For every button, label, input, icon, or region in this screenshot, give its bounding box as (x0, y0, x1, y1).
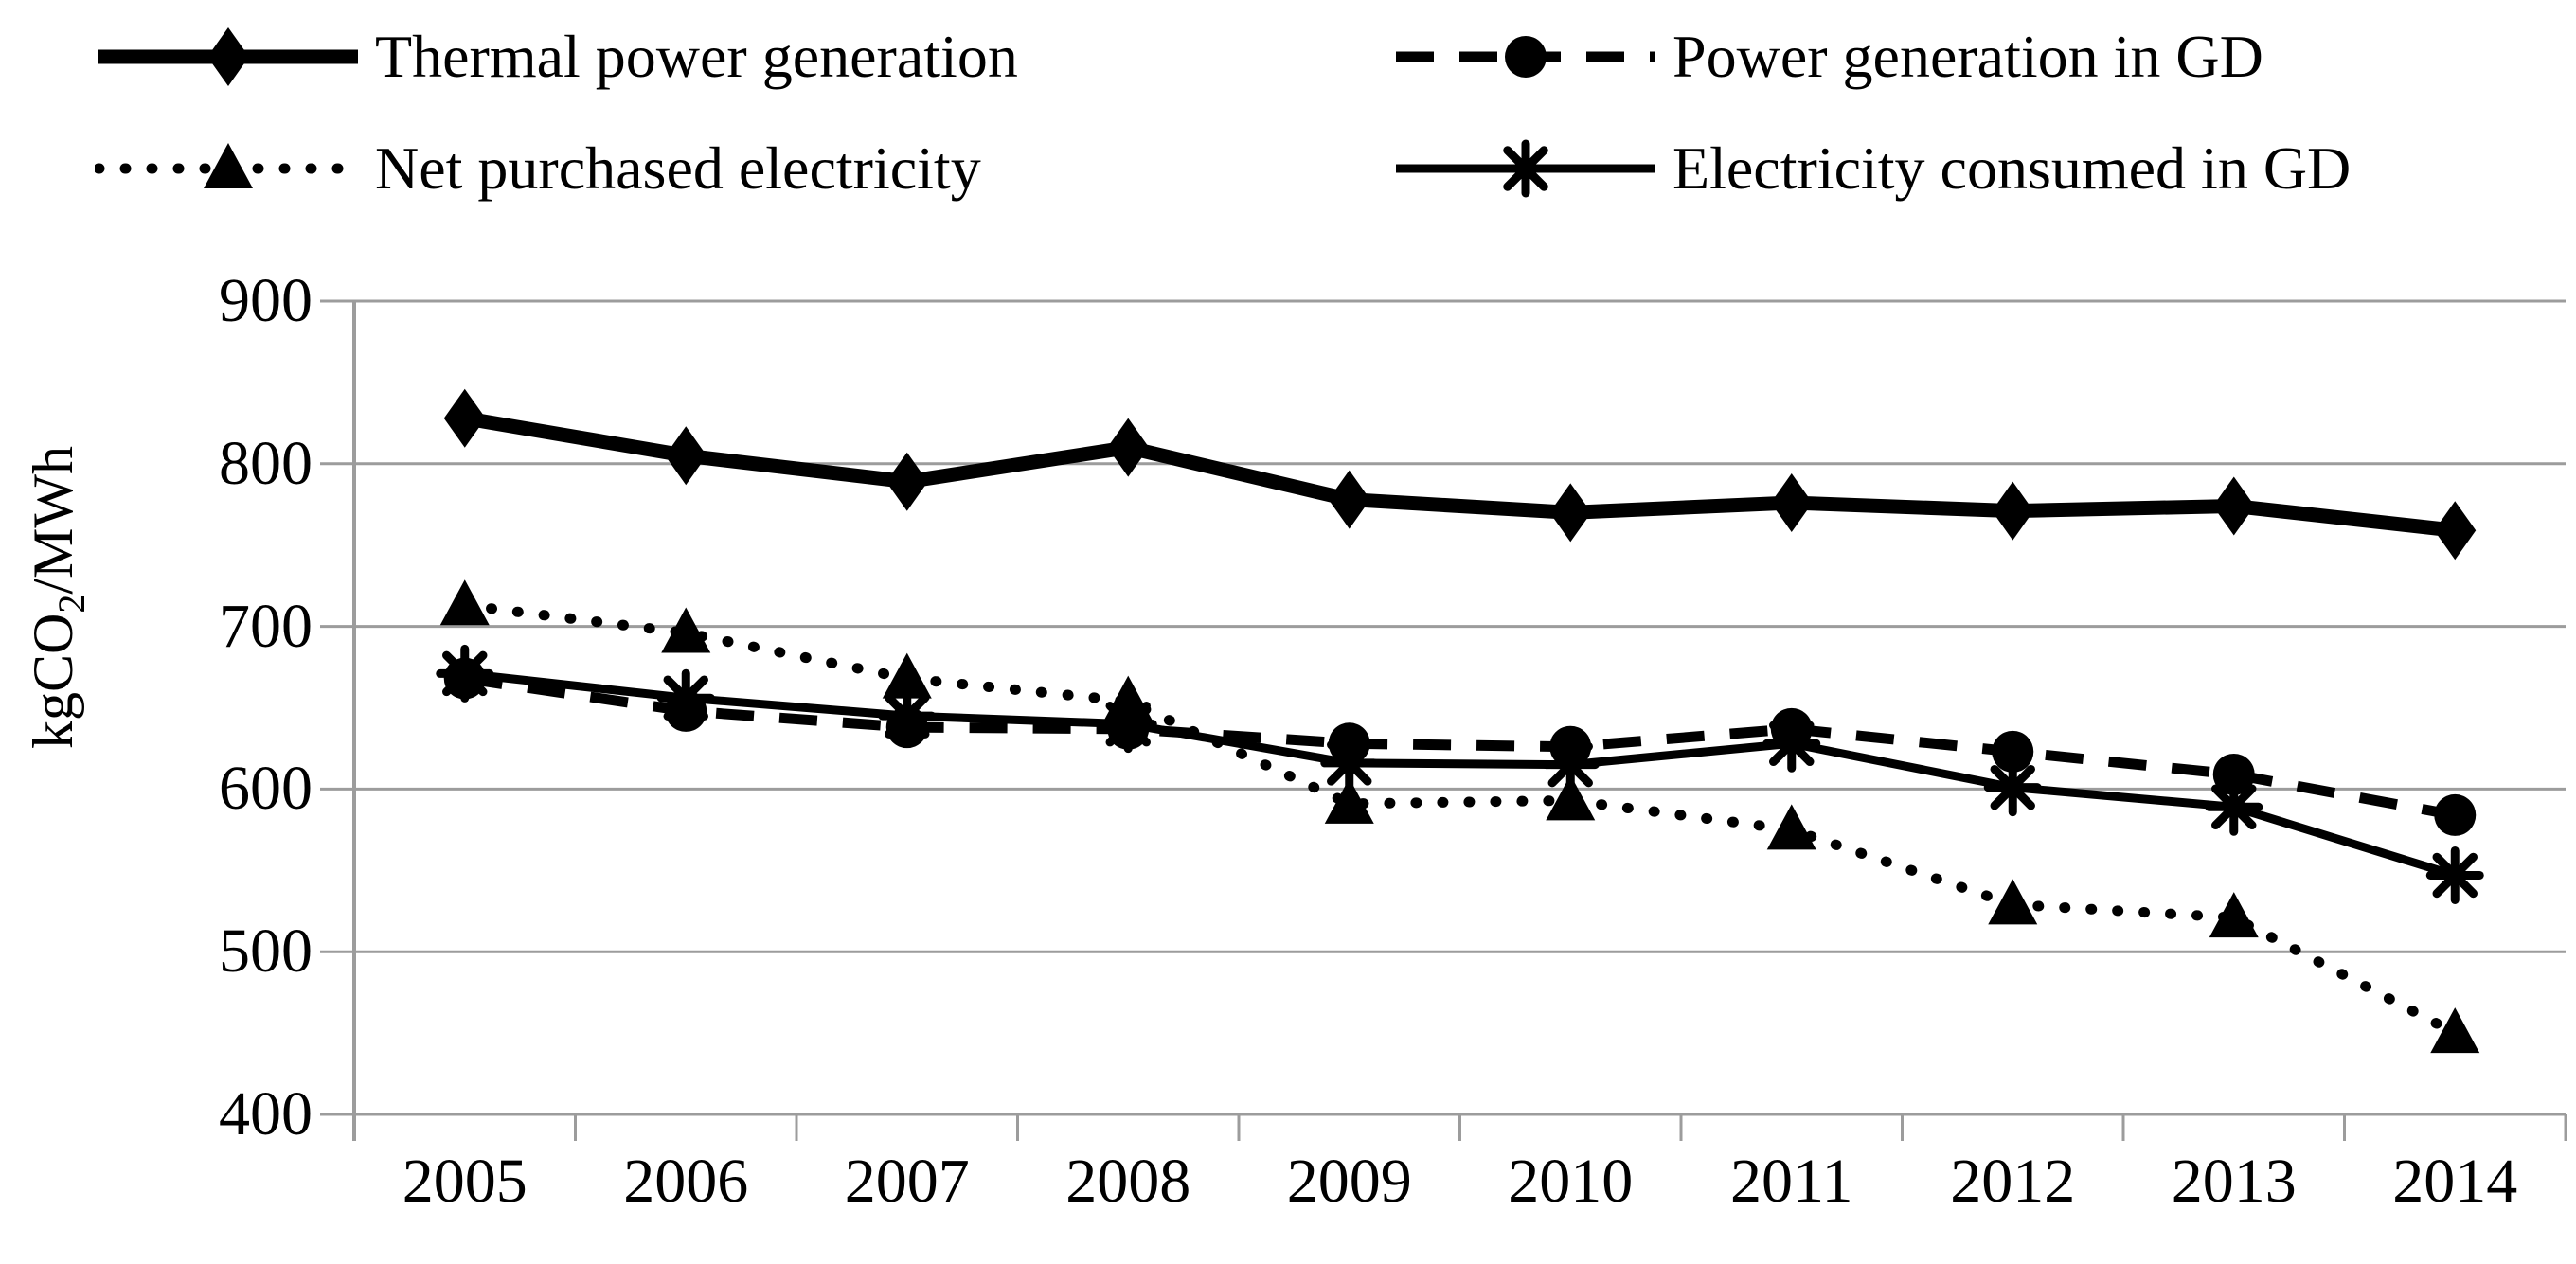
diamond-marker (665, 426, 707, 486)
diamond-marker (1992, 481, 2034, 541)
asterisk-marker (1496, 139, 1555, 198)
x-tick-label: 2008 (1065, 1147, 1191, 1216)
y-tick-label: 500 (219, 917, 313, 987)
diamond-marker (2212, 476, 2255, 536)
series-line (459, 599, 2460, 1039)
triangle-marker (1324, 777, 1374, 824)
y-tick-label: 800 (219, 428, 313, 498)
triangle-marker (439, 579, 490, 626)
x-tick-label: 2007 (844, 1147, 970, 1216)
y-tick-label: 900 (219, 266, 313, 335)
series-line (463, 411, 2457, 538)
asterisk-marker (2205, 777, 2263, 836)
legend-swatch-diamond-solid-icon (98, 27, 358, 86)
series-thermal-power-generation (443, 388, 2477, 561)
circle-marker (2434, 793, 2477, 836)
triangle-marker (1988, 879, 2038, 925)
diamond-marker (1107, 418, 1150, 477)
series-electricity-consumed-in-gd (436, 644, 2484, 904)
legend-label: Power generation in GD (1673, 23, 2263, 90)
legend-label: Electricity consumed in GD (1673, 134, 2352, 202)
legend-label: Thermal power generation (375, 23, 1018, 90)
legend-item-thermal-power-generation: Thermal power generation (95, 11, 1018, 102)
legend-swatch-triangle-dotted-icon (95, 143, 362, 188)
diamond-marker (1549, 483, 1592, 543)
y-tick-label: 600 (219, 754, 313, 824)
circle-marker (2212, 753, 2255, 795)
x-tick-label: 2006 (623, 1147, 749, 1216)
triangle-marker (1766, 804, 1816, 850)
legend-item-power-generation-in-gd: Power generation in GD (1392, 11, 2263, 102)
series-power-generation-in-gd (443, 657, 2477, 836)
circle-marker (1505, 36, 1547, 78)
x-tick-label: 2005 (402, 1147, 528, 1216)
y-tick-label: 700 (219, 591, 313, 661)
legend-swatch-asterisk-solid-icon (1396, 139, 1655, 198)
triangle-marker (204, 143, 253, 188)
legend-swatch-circle-dashed-icon (1396, 36, 1655, 78)
asterisk-marker (2425, 846, 2484, 904)
x-tick-label: 2013 (2171, 1147, 2297, 1216)
series-net-purchased-electricity (439, 579, 2480, 1054)
legend-item-electricity-consumed-in-gd: Electricity consumed in GD (1392, 123, 2351, 214)
x-tick-label: 2012 (1950, 1147, 2076, 1216)
gridlines (320, 299, 2567, 1141)
triangle-marker (882, 652, 932, 699)
asterisk-marker (878, 686, 937, 745)
diamond-marker (886, 452, 928, 511)
triangle-marker (2430, 1007, 2480, 1054)
legend-item-net-purchased-electricity: Net purchased electricity (95, 123, 981, 214)
asterisk-marker (436, 644, 494, 703)
diamond-marker (207, 27, 249, 86)
x-tick-label: 2010 (1508, 1147, 1634, 1216)
triangle-marker (661, 607, 711, 653)
circle-marker (1992, 730, 2034, 773)
asterisk-marker (656, 668, 715, 727)
asterisk-marker (1541, 736, 1600, 794)
asterisk-marker (1320, 734, 1379, 792)
x-tick-label: 2014 (2392, 1147, 2518, 1216)
legend-label: Net purchased electricity (375, 134, 981, 202)
diamond-marker (443, 388, 486, 448)
y-tick-label: 400 (219, 1079, 313, 1148)
asterisk-marker (1099, 695, 1157, 754)
triangle-marker (2209, 892, 2259, 938)
asterisk-marker (1762, 714, 1821, 773)
diamond-marker (1770, 473, 1813, 533)
series-line (464, 668, 2457, 880)
diamond-marker (2434, 501, 2477, 561)
asterisk-marker (1983, 758, 2042, 817)
series-line (463, 673, 2457, 821)
x-tick-label: 2011 (1729, 1147, 1853, 1216)
x-tick-label: 2009 (1286, 1147, 1412, 1216)
triangle-marker (1546, 774, 1596, 821)
diamond-marker (1328, 470, 1370, 529)
